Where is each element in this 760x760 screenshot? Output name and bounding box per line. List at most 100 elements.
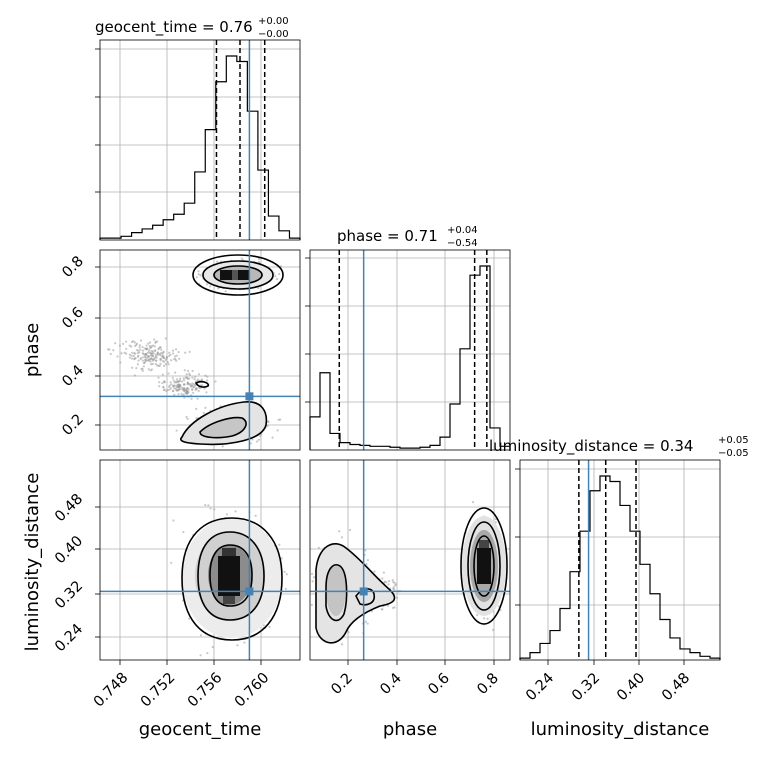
sample-point bbox=[147, 350, 151, 354]
sample-point bbox=[191, 376, 194, 379]
sample-point bbox=[206, 375, 209, 378]
sample-point bbox=[165, 390, 168, 393]
sample-point bbox=[392, 586, 395, 589]
sample-point bbox=[188, 372, 191, 375]
histogram-luminosity-distance bbox=[519, 475, 721, 660]
sample-point bbox=[251, 438, 254, 441]
sample-point bbox=[182, 379, 186, 382]
sample-point bbox=[234, 510, 237, 513]
sample-point bbox=[188, 617, 191, 620]
sample-point bbox=[382, 571, 385, 574]
sample-point bbox=[173, 358, 176, 361]
sample-point bbox=[348, 528, 352, 532]
sample-point bbox=[186, 377, 189, 380]
sample-point bbox=[182, 393, 185, 396]
sample-point bbox=[133, 352, 136, 356]
sample-point bbox=[217, 287, 220, 290]
sample-point bbox=[204, 374, 207, 377]
sample-point bbox=[166, 360, 169, 364]
title-geocent-time: geocent_time = 0.76 +0.00 −0.00 bbox=[95, 16, 289, 40]
sample-point bbox=[145, 354, 148, 357]
sample-point bbox=[154, 340, 157, 343]
sample-point bbox=[476, 614, 479, 617]
sample-point bbox=[310, 603, 313, 606]
sample-point bbox=[141, 349, 145, 352]
sample-point bbox=[141, 345, 144, 349]
sample-point bbox=[170, 561, 173, 564]
sample-point bbox=[142, 361, 146, 365]
svg-text:+0.00: +0.00 bbox=[258, 16, 289, 27]
sample-point bbox=[177, 385, 180, 389]
sample-point bbox=[216, 260, 219, 263]
sample-point bbox=[151, 355, 155, 358]
sample-point bbox=[364, 549, 367, 552]
sample-point bbox=[172, 390, 175, 393]
sample-point bbox=[145, 344, 148, 347]
sample-point bbox=[143, 353, 146, 356]
xtick-geocent-time-1: 0.752 bbox=[138, 670, 179, 711]
sample-point bbox=[278, 272, 281, 276]
sample-point bbox=[471, 501, 475, 504]
sample-point bbox=[121, 342, 125, 345]
sample-point bbox=[158, 353, 161, 356]
sample-point bbox=[150, 346, 153, 349]
sample-point bbox=[305, 564, 307, 566]
sample-point bbox=[133, 374, 137, 377]
sample-point bbox=[158, 381, 161, 384]
ylabel-luminosity-distance: luminosity_distance bbox=[22, 473, 43, 652]
sample-point bbox=[173, 355, 177, 358]
sample-point bbox=[173, 381, 176, 384]
sample-point bbox=[257, 260, 261, 264]
sample-point bbox=[180, 386, 183, 389]
sample-point bbox=[138, 346, 141, 349]
ytick-phase-0: 0.2 bbox=[59, 411, 87, 439]
sample-point bbox=[494, 521, 497, 524]
sample-point bbox=[142, 365, 145, 368]
xtick-phase-1: 0.4 bbox=[377, 670, 405, 698]
yticklabels-luminosity-distance: 0.24 0.32 0.40 0.48 bbox=[52, 491, 86, 655]
xticklabels-geocent-time: 0.748 0.752 0.756 0.760 bbox=[91, 670, 273, 711]
sample-point bbox=[147, 368, 150, 371]
quantile-lines-phase bbox=[338, 250, 488, 450]
sample-point bbox=[130, 357, 134, 360]
sample-point bbox=[141, 356, 144, 359]
sample-point bbox=[184, 376, 187, 379]
sample-point bbox=[108, 348, 111, 351]
sample-point bbox=[174, 348, 178, 351]
svg-text:−0.54: −0.54 bbox=[447, 238, 478, 249]
sample-point bbox=[257, 286, 260, 290]
xticklabels-phase: 0.2 0.4 0.6 0.8 bbox=[328, 670, 502, 698]
sample-point bbox=[266, 424, 269, 428]
sample-point bbox=[193, 377, 196, 381]
sample-point bbox=[201, 384, 204, 387]
sample-point bbox=[161, 373, 164, 376]
sample-point bbox=[164, 337, 167, 340]
sample-point bbox=[168, 351, 171, 354]
sample-point bbox=[183, 388, 186, 391]
ytick-lumdist-1: 0.32 bbox=[52, 578, 86, 612]
sample-point bbox=[283, 570, 286, 574]
sample-point bbox=[312, 576, 316, 579]
title-phase: phase = 0.71 +0.04 −0.54 bbox=[337, 225, 478, 249]
xtick-geocent-time-2: 0.756 bbox=[185, 670, 226, 711]
sample-point bbox=[141, 359, 144, 362]
histogram-geocent-time bbox=[99, 55, 301, 240]
yticklabels-phase: 0.2 0.4 0.6 0.8 bbox=[59, 253, 87, 439]
sample-point bbox=[157, 376, 160, 379]
sample-point bbox=[202, 411, 205, 415]
sample-point bbox=[148, 345, 151, 348]
sample-point bbox=[387, 580, 391, 583]
sample-point bbox=[340, 643, 344, 646]
xlabel-luminosity-distance: luminosity_distance bbox=[531, 719, 710, 740]
sample-point bbox=[174, 371, 177, 374]
sample-point bbox=[139, 357, 142, 360]
sample-point bbox=[178, 377, 182, 380]
sample-point bbox=[195, 276, 198, 279]
sample-point bbox=[178, 357, 181, 360]
sample-point bbox=[381, 608, 384, 611]
panel-2d-geocent-time-phase bbox=[95, 249, 301, 451]
sample-point bbox=[162, 364, 166, 367]
sample-point bbox=[137, 354, 140, 357]
sample-point bbox=[167, 354, 171, 357]
sample-point bbox=[256, 440, 259, 443]
